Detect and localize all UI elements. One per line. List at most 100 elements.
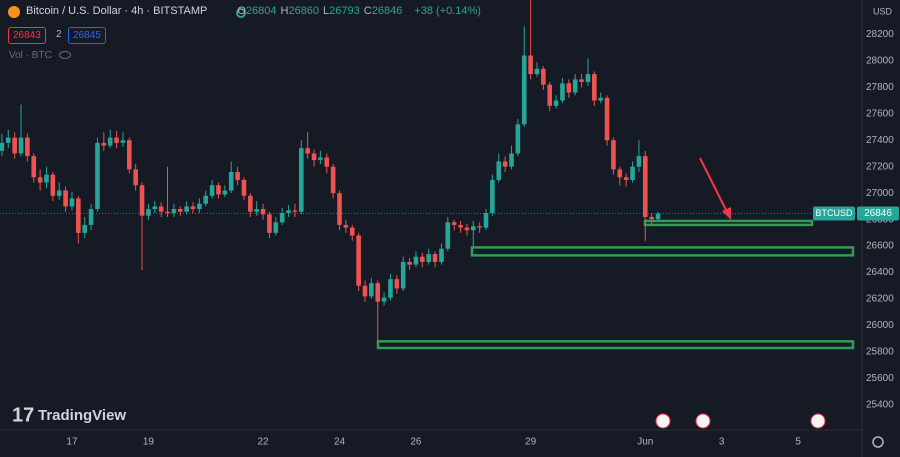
arrow-shaft — [699, 157, 729, 215]
event-flag[interactable] — [655, 413, 671, 429]
currency-label[interactable]: USD — [873, 6, 893, 16]
candle-body — [362, 285, 368, 297]
sell-price[interactable]: 26843 — [8, 27, 46, 44]
candle-body — [177, 209, 183, 212]
plot-area — [0, 0, 862, 350]
candle-body — [228, 172, 234, 191]
candle-body — [82, 224, 88, 233]
x-tick-label: 26 — [410, 437, 422, 448]
candle-body — [190, 206, 196, 210]
change: +38 (+0.14%) — [414, 5, 481, 17]
candle-body — [655, 213, 661, 220]
buy-price[interactable]: 26845 — [68, 27, 106, 44]
volume-text: Vol · BTC — [9, 50, 52, 61]
candle-body — [375, 283, 381, 302]
logo-mark: 17 — [12, 404, 34, 426]
header: Bitcoin / U.S. Dollar · 4h · BITSTAMP O2… — [26, 5, 481, 17]
candle-body — [572, 79, 578, 93]
candle-body — [44, 174, 49, 183]
candle-body — [515, 124, 521, 154]
y-tick-label: 27600 — [866, 108, 894, 119]
candle-body — [617, 169, 623, 178]
candle-body — [521, 55, 527, 125]
candle-body — [483, 213, 489, 228]
y-tick-label: 27200 — [866, 161, 894, 172]
ohlc-value: 26860 — [288, 5, 320, 17]
candle-body — [636, 156, 642, 167]
x-tick-label: 22 — [258, 437, 270, 448]
candle-body — [579, 79, 584, 83]
candle-body — [445, 222, 451, 249]
arrow-head — [722, 207, 731, 220]
candle-body — [330, 166, 336, 194]
candle-body — [349, 227, 355, 236]
candle-body — [649, 216, 654, 220]
x-tick-label: 3 — [719, 437, 725, 448]
candle-body — [426, 254, 431, 262]
candle-body — [273, 222, 279, 233]
x-tick-label: 29 — [525, 437, 537, 448]
y-tick-label: 27400 — [866, 135, 894, 146]
ohlc-label: H — [280, 5, 289, 17]
candle-body — [235, 172, 240, 180]
candle-body — [171, 209, 177, 214]
settings-icon[interactable] — [872, 436, 884, 448]
candle-body — [369, 283, 374, 297]
candle-body — [279, 213, 285, 223]
candle-body — [133, 169, 138, 186]
ohlc-value: 26804 — [245, 5, 277, 17]
candle-body — [25, 137, 30, 157]
support-zone — [470, 246, 855, 257]
candle-body — [5, 137, 11, 143]
candle-body — [541, 68, 546, 85]
candle-body — [165, 211, 170, 214]
y-tick-label: 26600 — [866, 241, 894, 252]
candle-body — [451, 222, 457, 225]
candle-body — [439, 248, 444, 262]
candle-body — [216, 185, 221, 195]
y-tick-label: 26200 — [866, 294, 894, 305]
candle-body — [203, 195, 209, 204]
candle-body — [337, 193, 342, 225]
candle-body — [0, 142, 5, 151]
candle-body — [400, 261, 406, 289]
candle-body — [114, 137, 119, 143]
candle-body — [388, 279, 393, 298]
symbol-tag: BTCUSD — [815, 208, 853, 218]
candle-body — [381, 297, 387, 302]
event-flag[interactable] — [695, 413, 711, 429]
candle-body — [241, 179, 247, 196]
candle-body — [509, 153, 514, 167]
candle-body — [642, 156, 648, 217]
candle-body — [477, 226, 482, 228]
candle-body — [267, 214, 272, 233]
candle-body — [432, 254, 438, 262]
candle-body — [69, 198, 75, 207]
candle-body — [76, 198, 81, 233]
y-tick-label: 28200 — [866, 29, 894, 40]
candle-body — [464, 227, 470, 231]
candle-body — [611, 140, 616, 170]
candle-body — [37, 177, 43, 183]
candle-body — [470, 226, 476, 231]
ohlc-value: 26846 — [371, 5, 403, 17]
eye-icon[interactable] — [58, 51, 71, 60]
symbol-title: Bitcoin / U.S. Dollar · 4h · BITSTAMP — [26, 5, 208, 17]
market-status-icon[interactable] — [236, 8, 246, 18]
brand: TradingView — [38, 407, 126, 424]
candle-body — [222, 190, 228, 195]
y-tick-label: 26000 — [866, 320, 894, 331]
y-tick-label: 27800 — [866, 82, 894, 93]
event-flag[interactable] — [810, 413, 826, 429]
candle-body — [547, 84, 553, 106]
event-flags[interactable] — [655, 413, 826, 429]
ohlc-values: O26804 H26860 L26793 C26846 — [237, 5, 406, 17]
candle-body — [534, 68, 540, 75]
candle-body — [184, 206, 189, 212]
candle-body — [152, 206, 158, 210]
candle-body — [458, 224, 463, 228]
candle-body — [394, 279, 400, 289]
candle-body — [209, 185, 215, 196]
candle-body — [356, 235, 361, 286]
